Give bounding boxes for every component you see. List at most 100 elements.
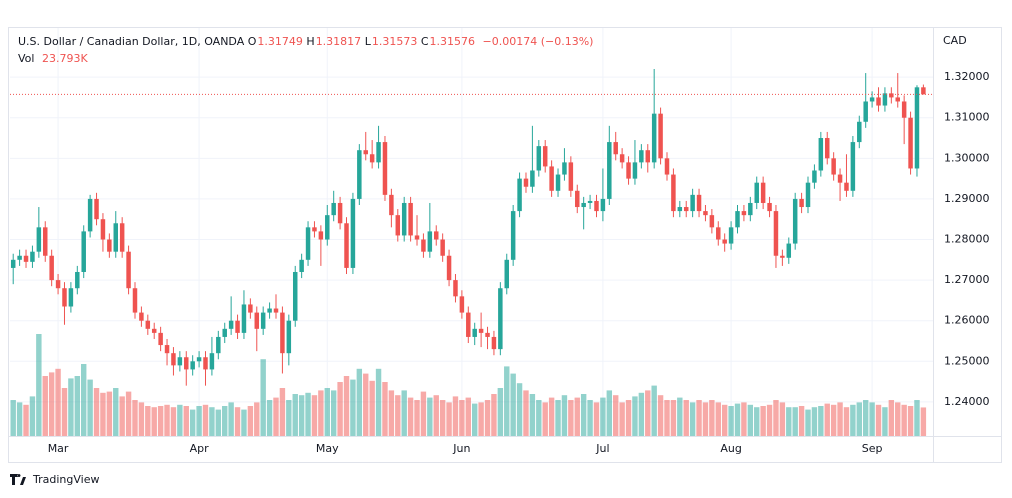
candle-body <box>10 259 16 268</box>
candle-body <box>113 223 119 252</box>
volume-bar <box>465 397 471 436</box>
open-letter: O <box>248 35 257 48</box>
candle-body <box>164 345 170 354</box>
candle-body <box>254 312 260 329</box>
candle-body <box>760 182 766 203</box>
candle-body <box>184 357 189 370</box>
candle-body <box>126 251 131 289</box>
volume-bar <box>542 402 548 436</box>
volume-bar <box>132 400 138 436</box>
candle-body <box>914 87 920 169</box>
volume-bar <box>170 407 177 436</box>
candle-body <box>824 138 830 159</box>
candle-body <box>357 150 362 199</box>
volume-bar <box>747 404 754 436</box>
volume-bar <box>209 407 215 436</box>
candle-body <box>876 97 881 106</box>
candle-body <box>248 304 253 313</box>
candle-body <box>49 255 54 281</box>
candle-body <box>485 332 490 337</box>
volume-bar <box>721 404 728 436</box>
volume-bar <box>869 402 875 436</box>
candle-body <box>94 198 99 220</box>
volume-bar <box>856 402 862 436</box>
volume-bar <box>689 402 696 436</box>
candle-body <box>23 255 29 262</box>
volume-bar <box>773 400 779 436</box>
volume-bar <box>119 396 125 436</box>
candle-body <box>619 154 625 163</box>
candle-body <box>459 296 465 313</box>
volume-bar <box>23 404 29 436</box>
x-tick-label: Jun <box>452 442 470 455</box>
volume-bar <box>561 395 568 436</box>
volume-bar <box>555 400 561 436</box>
candle-body <box>908 117 913 169</box>
volume-bar <box>529 394 536 436</box>
volume-bar <box>657 395 664 436</box>
candle-body <box>895 97 900 102</box>
volume-bar <box>100 392 106 436</box>
volume-bar <box>427 397 433 436</box>
candle-body <box>228 320 234 329</box>
candle-body <box>542 146 548 167</box>
candle-body <box>414 235 420 240</box>
high-value: 1.31817 <box>316 35 362 48</box>
volume-bar <box>324 388 330 436</box>
candle-body <box>273 308 279 313</box>
volume-bar <box>343 376 350 436</box>
candle-body <box>600 198 606 212</box>
candle-body <box>889 93 894 98</box>
candle-body <box>677 207 683 212</box>
volume-bar <box>254 402 260 436</box>
candle-body <box>517 178 522 212</box>
low-value: 1.31573 <box>372 35 418 48</box>
candle-body <box>132 288 138 313</box>
candle-body <box>299 259 304 272</box>
volume-bar <box>779 402 786 436</box>
candle-body <box>716 227 721 240</box>
volume-bar <box>10 400 16 436</box>
volume-bar <box>196 406 202 436</box>
volume-bar <box>273 397 279 436</box>
candle-body <box>68 288 74 307</box>
candle-body <box>177 357 183 366</box>
volume-bar <box>850 404 856 436</box>
volume-bar <box>504 366 510 436</box>
volume-bar <box>478 402 484 436</box>
candle-body <box>478 328 484 333</box>
volume-bar <box>696 400 702 436</box>
candle-body <box>55 280 61 289</box>
candle-body <box>337 202 343 224</box>
logo-icon <box>10 474 26 485</box>
volume-bar <box>183 406 189 436</box>
volume-bar <box>818 406 824 436</box>
volume-bar <box>523 390 529 436</box>
volume-bar <box>677 397 683 436</box>
candle-body <box>792 198 798 244</box>
volume-bar <box>888 400 895 436</box>
volume-bar <box>177 404 183 436</box>
candle-body <box>75 271 80 289</box>
volume-bar <box>491 394 497 436</box>
candle-body <box>709 215 715 228</box>
candle-body <box>850 142 856 191</box>
volume-bar <box>106 391 113 436</box>
volume-bar <box>452 396 459 436</box>
volume-bar <box>61 388 68 436</box>
candle-body <box>401 202 407 236</box>
candle-body <box>773 211 779 256</box>
candle-body <box>658 113 663 159</box>
brand-logo: TradingView <box>10 473 99 486</box>
candle-body <box>100 219 106 240</box>
volume-bar <box>792 407 798 436</box>
x-tick-label: Mar <box>48 442 69 455</box>
volume-bar <box>337 382 343 436</box>
candle-body <box>139 312 144 321</box>
volume-bar <box>516 383 523 436</box>
volume-bar <box>702 402 709 436</box>
volume-bar <box>830 404 837 436</box>
volume-bar <box>920 407 927 436</box>
candle-body <box>216 336 221 354</box>
volume-bar <box>401 390 407 436</box>
